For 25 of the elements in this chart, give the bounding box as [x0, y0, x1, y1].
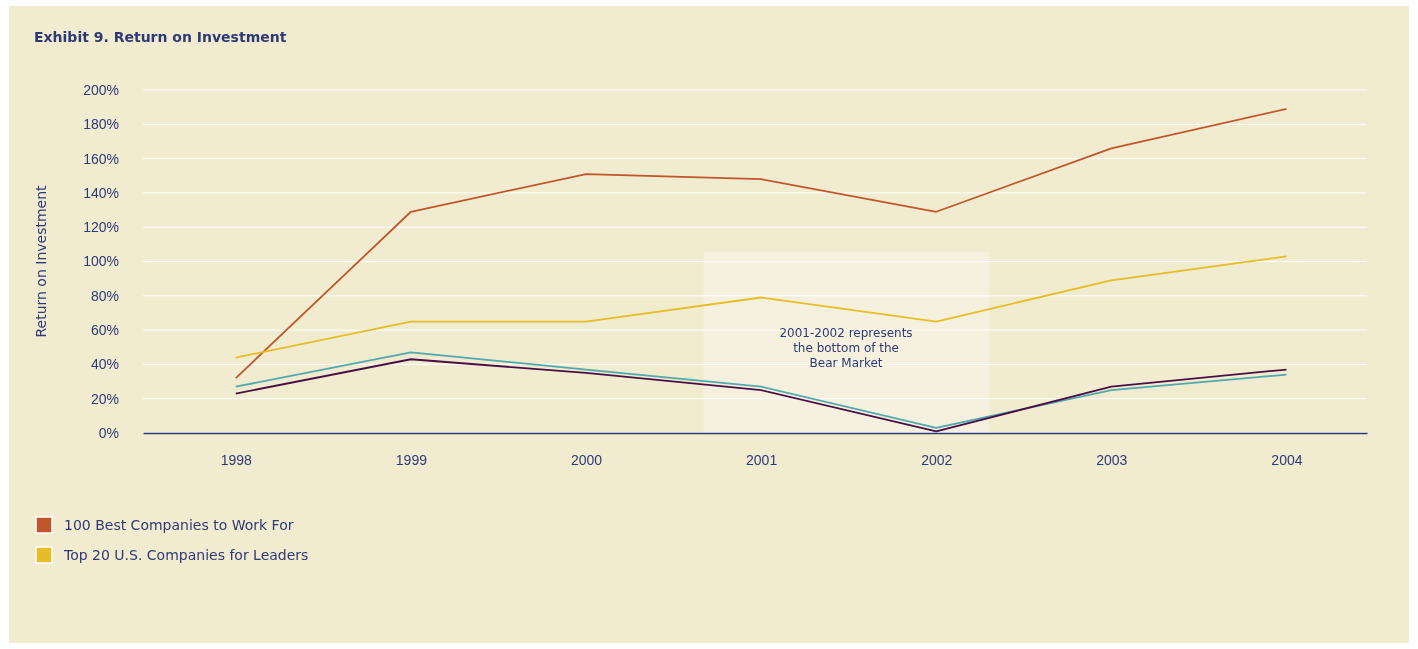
x-tick-label: 1998 [220, 451, 253, 468]
y-tick-label: 0% [98, 424, 119, 441]
x-tick-label: 1999 [395, 451, 428, 468]
legend-label: Top 20 U.S. Companies for Leaders [63, 547, 309, 563]
legend-label: 100 Best Companies to Work For [64, 517, 294, 533]
y-tick-label: 120% [83, 219, 119, 236]
y-tick-label: 200% [83, 81, 119, 98]
y-tick-label: 140% [83, 184, 119, 201]
y-axis-title: Return on Investment [33, 184, 49, 338]
y-tick-label: 60% [90, 322, 119, 339]
y-tick-label: 180% [83, 116, 119, 133]
y-tick-label: 100% [83, 253, 119, 270]
x-tick-label: 2000 [570, 451, 603, 468]
x-tick-label: 2001 [746, 451, 778, 468]
y-tick-label: 80% [90, 287, 119, 304]
x-tick-label: 2004 [1271, 451, 1303, 468]
x-tick-label: 2002 [921, 451, 953, 468]
line-series [234, 107, 1288, 380]
y-tick-label: 40% [90, 356, 119, 373]
chart-title: Exhibit 9. Return on Investment [34, 29, 287, 45]
x-tick-label: 2003 [1096, 451, 1128, 468]
y-tick-label: 160% [83, 150, 119, 167]
band-label: 2001-2002 represents the bottom of the Bear Market [779, 326, 913, 370]
y-tick-label: 20% [90, 390, 119, 407]
line-series [234, 255, 1288, 359]
